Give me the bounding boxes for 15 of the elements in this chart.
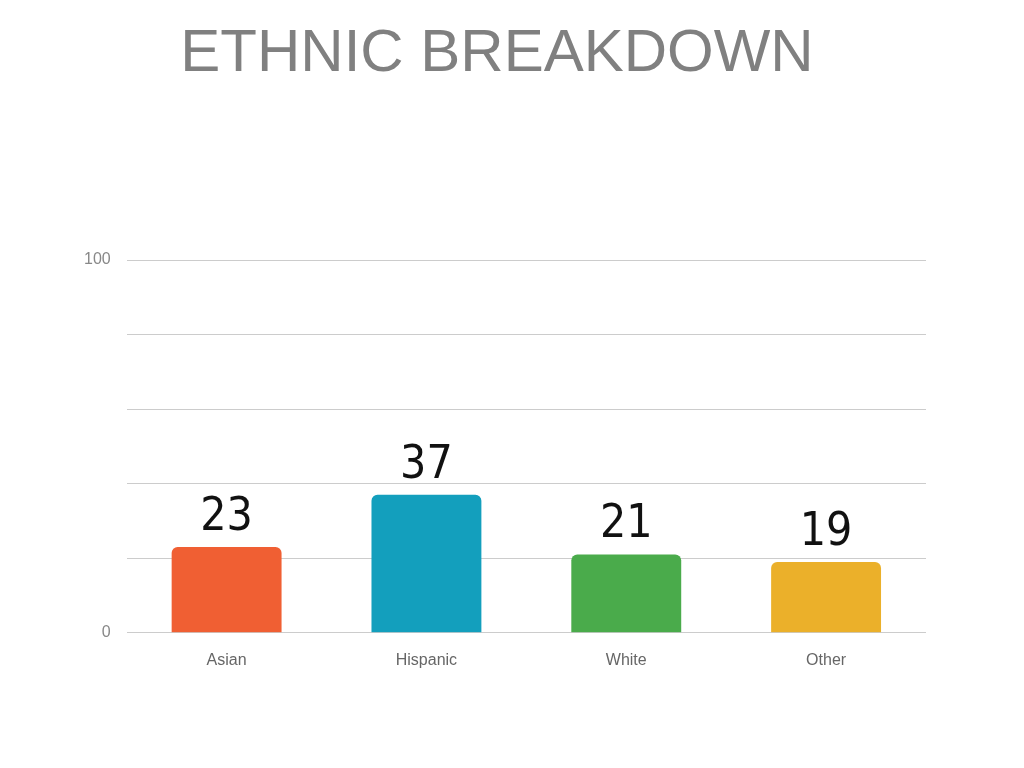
x-tick-label: Hispanic <box>395 650 458 668</box>
bar <box>771 561 882 633</box>
bar <box>371 494 482 633</box>
data-label: 19 <box>799 501 853 556</box>
data-label: 21 <box>599 494 653 549</box>
data-label: 37 <box>400 434 453 489</box>
chart-title: ETHNIC BREAKDOWN <box>180 16 814 84</box>
y-tick-label: 0 <box>101 623 111 641</box>
data-label: 23 <box>200 487 253 542</box>
bar <box>171 547 282 633</box>
bar <box>571 554 682 633</box>
x-tick-label: Other <box>806 650 847 668</box>
y-tick-label: 100 <box>83 250 111 268</box>
x-tick-label: White <box>605 650 647 668</box>
x-tick-label: Asian <box>206 650 247 668</box>
